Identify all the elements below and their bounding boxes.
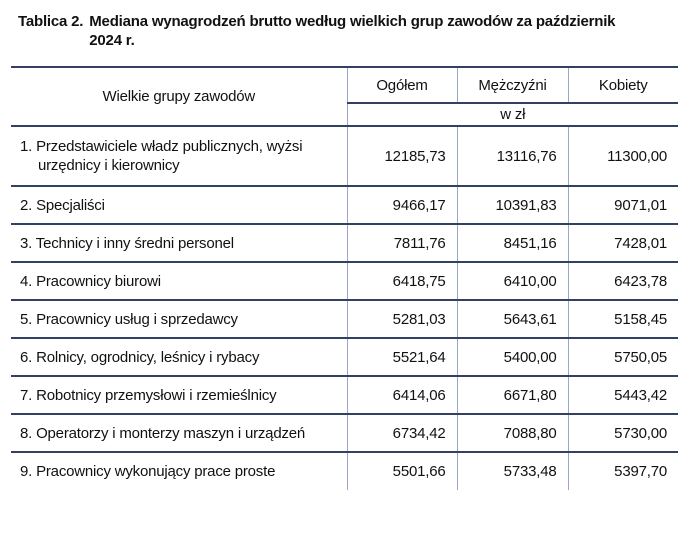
value-women: 5397,70 <box>567 452 678 490</box>
value-total: 5501,66 <box>346 452 457 490</box>
occupation-group-label: 6. Rolnicy, ogrodnicy, leśnicy i rybacy <box>11 338 347 377</box>
value-total: 6414,06 <box>346 376 457 415</box>
value-total: 5281,03 <box>346 300 457 339</box>
value-women: 6423,78 <box>567 262 678 301</box>
value-men: 5400,00 <box>456 338 568 377</box>
table-title: Tablica 2. Mediana wynagrodzeń brutto we… <box>18 12 698 50</box>
occupation-group-label: 8. Operatorzy i monterzy maszyn i urządz… <box>11 414 347 453</box>
table-row: 8. Operatorzy i monterzy maszyn i urządz… <box>11 414 678 453</box>
value-men: 5733,48 <box>456 452 568 490</box>
table-header: Wielkie grupy zawodów Ogółem Mężczyźni K… <box>11 67 678 127</box>
value-men: 6671,80 <box>456 376 568 415</box>
value-total: 7811,76 <box>346 224 457 263</box>
table-title-prefix: Tablica 2. <box>18 13 84 30</box>
table-title-line1: Mediana wynagrodzeń brutto według wielki… <box>89 13 616 30</box>
unit-label: w zł <box>346 103 678 127</box>
value-women: 5750,05 <box>567 338 678 377</box>
value-women: 7428,01 <box>567 224 678 263</box>
value-total: 5521,64 <box>346 338 457 377</box>
column-header-total: Ogółem <box>346 67 457 104</box>
occupation-group-label: 2. Specjaliści <box>11 186 347 225</box>
occupation-group-label: 1. Przedstawiciele władz publicznych, wy… <box>11 126 347 187</box>
occupation-group-label: 5. Pracownicy usług i sprzedawcy <box>11 300 347 339</box>
table-body: 1. Przedstawiciele władz publicznych, wy… <box>11 126 678 490</box>
column-header-men: Mężczyźni <box>456 67 568 104</box>
column-header-women: Kobiety <box>567 67 678 104</box>
header-row-columns: Wielkie grupy zawodów Ogółem Mężczyźni K… <box>11 67 678 127</box>
value-men: 13116,76 <box>456 126 568 187</box>
header-row-unit: w zł <box>11 103 678 127</box>
value-total: 6418,75 <box>346 262 457 301</box>
table-row: 4. Pracownicy biurowi 6418,75 6410,00 64… <box>11 262 678 301</box>
occupation-group-label: 4. Pracownicy biurowi <box>11 262 347 301</box>
table-row: 7. Robotnicy przemysłowi i rzemieślnicy … <box>11 376 678 415</box>
value-women: 9071,01 <box>567 186 678 225</box>
unit-label-text: w zł <box>500 106 526 123</box>
value-men: 10391,83 <box>456 186 568 225</box>
table-row: 2. Specjaliści 9466,17 10391,83 9071,01 <box>11 186 678 225</box>
table-row: 5. Pracownicy usług i sprzedawcy 5281,03… <box>11 300 678 339</box>
value-women: 5730,00 <box>567 414 678 453</box>
value-women: 5158,45 <box>567 300 678 339</box>
occupation-group-label: 7. Robotnicy przemysłowi i rzemieślnicy <box>11 376 347 415</box>
value-total: 12185,73 <box>346 126 457 187</box>
value-men: 6410,00 <box>456 262 568 301</box>
table-row: 6. Rolnicy, ogrodnicy, leśnicy i rybacy … <box>11 338 678 377</box>
value-women: 11300,00 <box>567 126 678 187</box>
table-row: 3. Technicy i inny średni personel 7811,… <box>11 224 678 263</box>
table-title-line2: 2024 r. <box>89 32 135 49</box>
table-row: 9. Pracownicy wykonujący prace proste 55… <box>11 452 678 490</box>
table-title-text: Mediana wynagrodzeń brutto według wielki… <box>89 12 615 50</box>
median-wages-table: Wielkie grupy zawodów Ogółem Mężczyźni K… <box>11 66 678 490</box>
value-total: 9466,17 <box>346 186 457 225</box>
value-men: 7088,80 <box>456 414 568 453</box>
table-row: 1. Przedstawiciele władz publicznych, wy… <box>11 126 678 187</box>
value-total: 6734,42 <box>346 414 457 453</box>
value-men: 5643,61 <box>456 300 568 339</box>
occupation-group-label: 3. Technicy i inny średni personel <box>11 224 347 263</box>
occupation-group-label: 9. Pracownicy wykonujący prace proste <box>20 463 276 480</box>
value-women: 5443,42 <box>567 376 678 415</box>
column-header-groups: Wielkie grupy zawodów <box>11 67 347 127</box>
value-men: 8451,16 <box>456 224 568 263</box>
